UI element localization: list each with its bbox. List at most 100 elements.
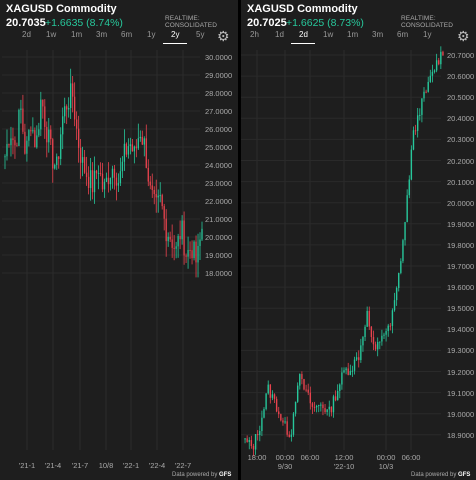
candle-body <box>250 440 253 446</box>
candle-body <box>155 194 157 198</box>
tab-1w[interactable]: 1w <box>46 30 57 39</box>
candle-body <box>139 136 141 139</box>
price-chart <box>2 50 203 450</box>
instrument-title: XAGUSD Commodity <box>6 3 117 15</box>
candle-body <box>429 75 432 82</box>
chart-panel-right: XAGUSD Commodity 20.7025 +1.6625 (8.73%)… <box>241 0 476 480</box>
candle-body <box>393 300 396 311</box>
candle-body <box>404 222 406 241</box>
candle-body <box>273 394 276 399</box>
tab-3m[interactable]: 3m <box>96 30 108 39</box>
candle-body <box>387 325 389 332</box>
candle-body <box>199 239 201 246</box>
candle-body <box>42 99 44 107</box>
tab-1y[interactable]: 1y <box>423 30 432 39</box>
candle-body <box>398 272 400 288</box>
candle-body <box>248 440 250 442</box>
candle-body <box>40 99 42 130</box>
candle-body <box>26 140 28 154</box>
candle-body <box>16 145 18 147</box>
candle-body <box>34 130 36 148</box>
candle-body <box>24 131 26 154</box>
candle-body <box>107 177 110 185</box>
tab-2d[interactable]: 2d <box>22 30 31 39</box>
x-axis-label: '22-4 <box>148 461 166 470</box>
candle-body <box>259 431 261 436</box>
candle-body <box>6 144 8 157</box>
candle-body <box>326 409 328 413</box>
candle-body <box>290 434 293 437</box>
candle-body <box>402 240 404 262</box>
tab-2h[interactable]: 2h <box>250 30 259 39</box>
tab-6m[interactable]: 6m <box>397 30 409 39</box>
candle-body <box>20 108 22 110</box>
y-axis-label: 19.8000 <box>447 240 475 250</box>
candle-body <box>416 115 419 131</box>
tab-1m[interactable]: 1m <box>347 30 359 39</box>
tab-6m[interactable]: 6m <box>121 30 133 39</box>
y-axis-label: 18.9000 <box>447 430 475 440</box>
candle-body <box>379 341 381 343</box>
candle-body <box>320 404 322 406</box>
candle-body <box>66 106 68 110</box>
candle-body <box>254 434 257 450</box>
candle-body <box>307 389 309 393</box>
candle-body <box>284 421 286 423</box>
y-axis-label: 20.4000 <box>447 114 475 124</box>
tab-1m[interactable]: 1m <box>71 30 83 39</box>
candle-body <box>193 241 195 259</box>
candle-body <box>14 140 16 146</box>
candle-body <box>179 236 181 240</box>
candle-body <box>328 406 330 410</box>
tab-5y[interactable]: 5y <box>196 30 205 39</box>
candle-body <box>395 287 398 301</box>
candle-body <box>322 404 324 409</box>
candle-body <box>324 408 326 413</box>
x-axis-label: '22-1 <box>122 461 140 470</box>
gear-icon[interactable]: ⚙ <box>457 28 470 44</box>
candle-body <box>113 168 116 178</box>
candle-body <box>309 392 312 404</box>
candle-body <box>93 170 96 193</box>
candle-body <box>111 168 114 179</box>
candle-body <box>36 135 38 148</box>
instrument-title: XAGUSD Commodity <box>247 3 358 15</box>
gear-icon[interactable]: ⚙ <box>217 28 230 44</box>
x-axis-label: '21-1 <box>18 461 36 470</box>
candle-body <box>131 144 134 152</box>
x-axis-label: 06:00 <box>300 453 320 462</box>
y-axis-label: 19.0000 <box>447 409 475 419</box>
candle-body <box>70 83 72 108</box>
tab-1d[interactable]: 1d <box>275 30 284 39</box>
price-change: +1.6625 (8.73%) <box>286 17 364 29</box>
candle-body <box>292 413 295 435</box>
candle-body <box>87 176 90 189</box>
tab-1w[interactable]: 1w <box>323 30 334 39</box>
candle-body <box>8 144 10 146</box>
candle-body <box>30 130 32 132</box>
tab-1y[interactable]: 1y <box>147 30 156 39</box>
candle-body <box>339 384 341 391</box>
candle-body <box>181 220 183 240</box>
candle-body <box>135 146 137 149</box>
candle-body <box>4 156 6 158</box>
candle-body <box>137 138 139 149</box>
active-tab-indicator <box>163 43 187 44</box>
candle-body <box>358 357 360 361</box>
candle-body <box>256 434 259 436</box>
candle-body <box>408 179 410 196</box>
tab-3m[interactable]: 3m <box>372 30 384 39</box>
tab-2d[interactable]: 2d <box>299 30 308 39</box>
candle-body <box>177 236 179 247</box>
candle-body <box>171 239 173 248</box>
y-axis-label: 19.2000 <box>447 367 475 377</box>
y-axis-label: 19.5000 <box>447 304 475 314</box>
candle-body <box>370 326 373 338</box>
tab-2y[interactable]: 2y <box>171 30 180 39</box>
candle-body <box>294 401 297 414</box>
candle-body <box>163 206 165 219</box>
y-axis-label: 25.0000 <box>205 143 233 152</box>
candle-body <box>195 241 197 263</box>
candle-body <box>334 396 337 401</box>
y-axis-label: 20.6000 <box>447 72 475 82</box>
